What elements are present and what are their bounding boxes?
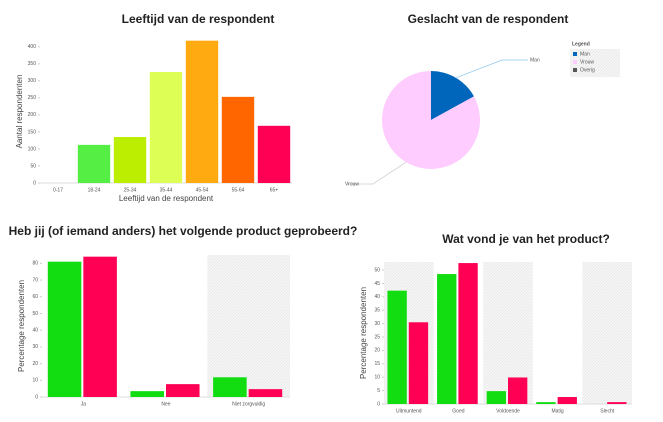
y-tick-label: 70 [32,277,38,283]
bar [458,263,478,404]
legend-label: Man [580,51,590,57]
bar [185,40,219,183]
y-tick-label: 0 [33,180,36,186]
x-tick-label: 45-54 [196,187,209,193]
y-tick-label: 45 [374,281,380,287]
legend-box [570,49,620,77]
bar [221,96,255,183]
bar [47,261,82,397]
x-tick-label: Matig [551,408,563,414]
y-tick-label: 100 [28,146,37,152]
y-tick-label: 300 [28,78,37,84]
y-tick-label: 50 [30,163,36,169]
chart-title: Leeftijd van de respondent [122,12,275,26]
y-tick-label: 20 [32,361,38,367]
y-axis-label: Percentage respondenten [359,287,368,379]
y-tick-label: 30 [32,344,38,350]
y-tick-label: 60 [32,294,38,300]
y-tick-label: 10 [32,378,38,384]
legend-label: Overig [580,67,595,73]
bar [83,256,117,397]
y-tick-label: 0 [377,401,380,407]
bar [387,290,407,404]
y-tick-label: 15 [374,361,380,367]
x-tick-label: 25-34 [124,187,137,193]
bar [536,402,556,404]
bar [408,322,429,404]
x-tick-label: Nee [161,401,170,407]
bar [557,397,577,404]
x-tick-label: Ja [81,401,87,407]
bar [257,125,291,183]
chart-title: Geslacht van de respondent [408,12,569,26]
y-tick-label: 150 [28,129,37,135]
bar [437,274,457,404]
y-tick-label: 20 [374,348,380,354]
legend-swatch [573,60,577,64]
y-tick-label: 30 [374,321,380,327]
y-tick-label: 10 [374,375,380,381]
y-tick-label: 250 [28,95,37,101]
x-tick-label: Slecht [600,408,615,414]
x-tick-label: 18-24 [88,187,101,193]
y-tick-label: 400 [28,44,37,50]
x-tick-label: Uitmuntend [396,408,422,414]
y-tick-label: 40 [374,294,380,300]
y-tick-label: 50 [374,267,380,273]
slice-label: Man [530,57,540,63]
y-axis-label: Percentage respondenten [17,280,26,372]
bar [77,144,111,183]
bar [149,72,183,183]
chart-title: Wat vond je van het product? [442,232,610,246]
y-axis-label: Aantal respondenten [15,75,24,149]
y-tick-label: 80 [32,261,38,267]
x-tick-label: Niet zorgvuldig [232,401,265,407]
band-shade [207,255,290,397]
y-tick-label: 35 [374,308,380,314]
x-tick-label: 0-17 [53,187,63,193]
x-tick-label: 55-64 [232,187,245,193]
bar [213,377,247,397]
legend-title: Legend [572,41,590,47]
legend-label: Vrouw [580,59,594,65]
y-tick-label: 25 [374,334,380,340]
band-shade [582,262,632,404]
y-tick-label: 50 [32,311,38,317]
chart-title: Heb jij (of iemand anders) het volgende … [9,224,358,238]
leader-line [347,161,407,185]
slice-label: Vrouw [345,181,359,187]
legend-swatch [573,52,577,56]
y-tick-label: 350 [28,61,37,67]
y-tick-label: 40 [32,328,38,334]
x-tick-label: Goed [452,408,464,414]
x-tick-label: Voldoende [496,408,520,414]
bar [508,377,528,404]
x-tick-label: 35-44 [160,187,173,193]
bar [130,391,164,397]
bar [607,402,627,404]
pie-slice [382,71,481,169]
pie-slice [431,71,474,120]
y-tick-label: 0 [35,394,38,400]
x-tick-label: 65+ [270,187,279,193]
bar [166,384,200,397]
legend-swatch [573,68,577,72]
y-tick-label: 200 [28,112,37,118]
y-tick-label: 5 [377,388,380,394]
x-axis-label: Leeftijd van de respondent [119,194,214,203]
bar [113,137,147,183]
bar [248,389,283,397]
leader-line [455,59,528,79]
bar [486,391,506,404]
